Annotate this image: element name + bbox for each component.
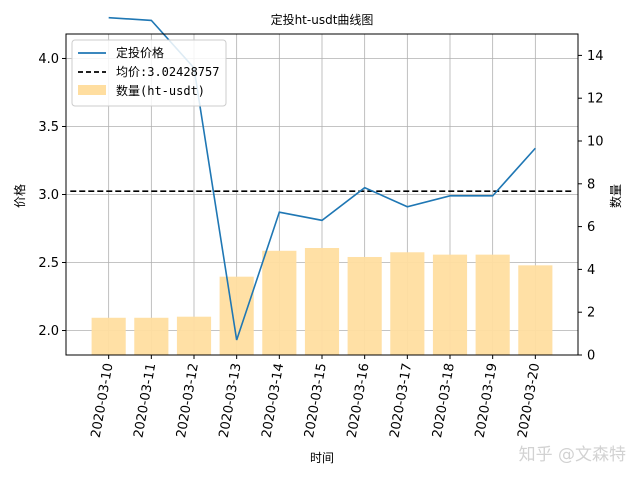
x-tick-label-2020-03-13: 2020-03-13 — [217, 362, 245, 439]
legend-price-label: 定投价格 — [116, 45, 164, 60]
y-left-tick-label-4.0: 4.0 — [38, 52, 59, 67]
bar-2020-03-11 — [134, 317, 169, 355]
x-tick-label-2020-03-16: 2020-03-16 — [345, 362, 373, 439]
watermark: 知乎 @文森特 — [519, 445, 626, 465]
y-right-tick-label-6: 6 — [587, 220, 595, 235]
legend-quantity-label: 数量(ht-usdt) — [116, 83, 205, 98]
bar-2020-03-10 — [91, 317, 126, 355]
x-tick-label-2020-03-10: 2020-03-10 — [89, 362, 117, 439]
x-axis-label: 时间 — [310, 451, 334, 465]
bar-2020-03-17 — [390, 252, 425, 355]
x-tick-label-2020-03-17: 2020-03-17 — [387, 362, 415, 439]
x-tick-label-2020-03-20: 2020-03-20 — [515, 362, 543, 439]
x-tick-label-2020-03-18: 2020-03-18 — [430, 362, 458, 439]
bar-2020-03-12 — [176, 316, 212, 355]
bar-2020-03-15 — [304, 248, 340, 355]
y-right-tick-label-12: 12 — [587, 92, 604, 107]
bar-2020-03-18 — [432, 254, 468, 355]
y-right-tick-label-10: 10 — [587, 135, 604, 150]
bar-2020-03-20 — [518, 265, 553, 355]
legend-average-label: 均价:3.02428757 — [116, 65, 219, 79]
legend-box — [71, 39, 227, 107]
y-left-tick-label-2.5: 2.5 — [38, 256, 59, 271]
chart-title: 定投ht-usdt曲线图 — [271, 12, 374, 27]
x-tick-label-2020-03-14: 2020-03-14 — [259, 362, 287, 439]
y-right-tick-label-14: 14 — [587, 49, 604, 64]
y-left-tick-label-3.0: 3.0 — [38, 188, 59, 203]
y-axis-label-right: 数量 — [608, 184, 623, 208]
x-tick-label-2020-03-11: 2020-03-11 — [131, 362, 159, 439]
y-left-tick-label-3.5: 3.5 — [38, 120, 59, 135]
legend-quantity-swatch — [78, 85, 106, 95]
x-tick-label-2020-03-15: 2020-03-15 — [302, 362, 330, 439]
bar-2020-03-13 — [219, 276, 254, 355]
bar-2020-03-19 — [475, 254, 510, 355]
bar-2020-03-16 — [347, 256, 382, 355]
x-tick-label-2020-03-19: 2020-03-19 — [473, 362, 501, 439]
y-right-tick-label-2: 2 — [587, 306, 595, 321]
y-right-tick-label-0: 0 — [587, 349, 595, 364]
x-tick-label-2020-03-12: 2020-03-12 — [174, 362, 202, 439]
bar-series — [91, 248, 553, 355]
bar-2020-03-14 — [262, 250, 297, 355]
y-right-tick-label-4: 4 — [587, 263, 595, 278]
y-axis-label-left: 价格 — [12, 184, 27, 208]
ticks: 2.0 2.5 3.0 3.5 4.0 0 2 4 6 8 10 12 14 2020-03-10 2020… — [38, 49, 603, 439]
y-right-tick-label-8: 8 — [587, 177, 595, 192]
y-left-tick-label-2.0: 2.0 — [38, 324, 59, 339]
